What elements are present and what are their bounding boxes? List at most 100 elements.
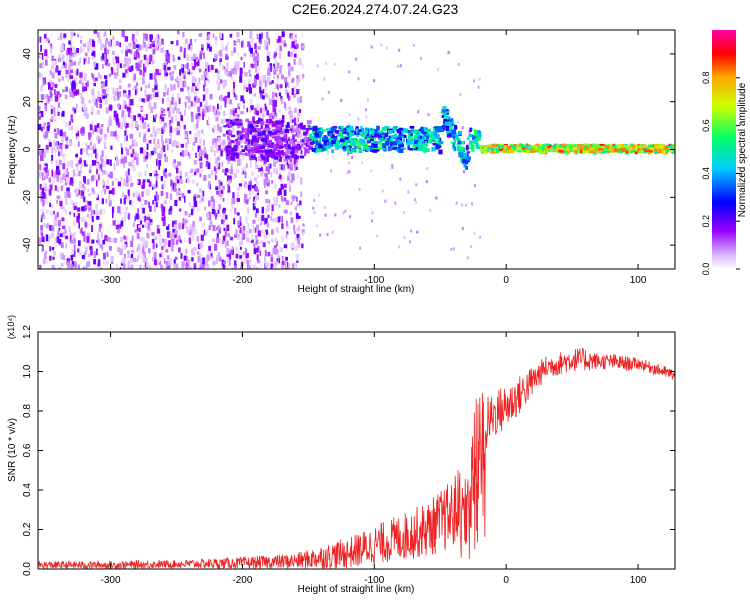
spectrogram-cell (288, 136, 291, 140)
spectrogram-cell (132, 167, 136, 172)
spectrogram-cell (263, 157, 267, 164)
spectrogram-cell (364, 145, 369, 149)
spectrogram-cell (279, 215, 283, 222)
spectrogram-cell (229, 143, 232, 147)
spectrogram-cell (469, 140, 473, 146)
spectrogram-cell (157, 69, 162, 74)
spectrogram-cell (133, 115, 136, 121)
spectrogram-cell (101, 93, 103, 100)
spectrogram-cell (83, 186, 85, 194)
spectrogram-cell (232, 88, 235, 95)
spectrogram-cell (50, 118, 54, 122)
spectrogram-cell (251, 171, 254, 176)
spectrogram-cell (57, 70, 61, 76)
spectrogram-cell (204, 206, 206, 211)
spectrogram-cell (366, 137, 372, 141)
spectrogram-cell (139, 124, 144, 129)
spectrogram-cell (249, 229, 252, 234)
spectrogram-cell (161, 246, 164, 250)
spectrogram-cell (330, 130, 334, 136)
spectrogram-cell (315, 145, 319, 149)
spectrogram-cell (195, 152, 198, 159)
spectrogram-cell (69, 55, 71, 61)
spectrogram-cell (530, 149, 536, 154)
spectrogram-cell (143, 149, 146, 156)
spectrogram-cell (370, 149, 374, 152)
spectrogram-cell (350, 138, 355, 143)
spectrogram-cell (226, 72, 229, 77)
spectrogram-cell (106, 251, 109, 257)
spectrogram-cell (141, 208, 143, 213)
spectrogram-cell (59, 230, 62, 234)
spectrogram-cell (137, 53, 140, 58)
spectrogram-cell (198, 152, 201, 159)
spectrogram-cell (270, 216, 272, 221)
spectrogram-cell (129, 267, 131, 269)
spectrogram-cell (77, 248, 80, 253)
spectrogram-cell (118, 85, 122, 90)
spectrogram-cell (161, 38, 164, 45)
spectrogram-cell (131, 235, 134, 242)
spectrogram-cell (423, 145, 427, 148)
spectrogram-cell (325, 62, 328, 66)
spectrogram-cell (134, 215, 137, 222)
spectrogram-cell (472, 139, 478, 144)
spectrogram-cell (291, 153, 296, 158)
spectrogram-cell (142, 207, 145, 214)
spectrogram-cell (653, 144, 656, 148)
spectrogram-cell (124, 130, 127, 136)
spectrogram-cell (209, 220, 213, 227)
spectrogram-cell (246, 107, 249, 113)
spectrogram-cell (316, 128, 321, 131)
spectrogram-cell (179, 170, 182, 175)
spectrogram-cell (94, 64, 97, 70)
spectrogram-cell (194, 62, 197, 67)
spectrogram-cell (227, 159, 231, 165)
spectrogram-cell (174, 200, 178, 207)
spectrogram-cell (262, 79, 265, 84)
spectrogram-cell (444, 121, 450, 126)
spectrogram-cell (258, 143, 263, 146)
spectrogram-cell (371, 211, 374, 215)
spectrogram-cell (39, 164, 42, 171)
spectrogram-cell (552, 146, 556, 150)
spectrogram-cell (657, 148, 662, 152)
spectrogram-cell (376, 125, 380, 131)
colorbar-tick-label: 0.0 (701, 263, 711, 276)
spectrogram-cell (178, 196, 181, 201)
spectrogram-cell (258, 80, 262, 87)
spectrogram-cell (96, 123, 100, 129)
spectrogram-cell (296, 89, 300, 95)
spectrogram-cell (185, 142, 188, 149)
spectrogram-cell (157, 139, 160, 144)
spectrogram-cell (96, 32, 100, 38)
spectrogram-cell (325, 146, 329, 149)
spectrogram-cell (115, 224, 119, 230)
spectrogram-cell (659, 150, 664, 154)
spectrogram-cell (289, 33, 293, 39)
spectrogram-cell (207, 65, 210, 73)
spectrogram-cell (231, 134, 236, 138)
spectrogram-cell (144, 170, 147, 177)
spectrogram-cell (397, 135, 402, 138)
spectrogram-cell (382, 148, 386, 151)
spectrogram-cell (102, 63, 105, 69)
spectrogram-cell (281, 265, 284, 269)
spectrogram-cell (74, 108, 77, 113)
spectrogram-cell (543, 149, 547, 153)
spectrogram-cell (50, 95, 53, 102)
colorbar: 0.00.20.40.60.8 Normalized spectral ampl… (701, 30, 748, 275)
spectrogram-cell (356, 132, 360, 136)
spectrogram-cell (297, 114, 301, 119)
spectrogram-cell (239, 246, 242, 250)
spectrogram-cell (474, 130, 478, 135)
spectrogram-cell (147, 152, 150, 158)
spectrogram-cell (175, 141, 179, 148)
spectrogram-cell (155, 45, 159, 49)
spectrogram-cell (477, 146, 481, 149)
spectrogram-cell (65, 86, 68, 92)
spectrogram-cell (93, 259, 97, 265)
spectrogram-cell (160, 265, 164, 269)
spectrogram-cell (110, 237, 113, 243)
spectrogram-cell (415, 183, 418, 187)
